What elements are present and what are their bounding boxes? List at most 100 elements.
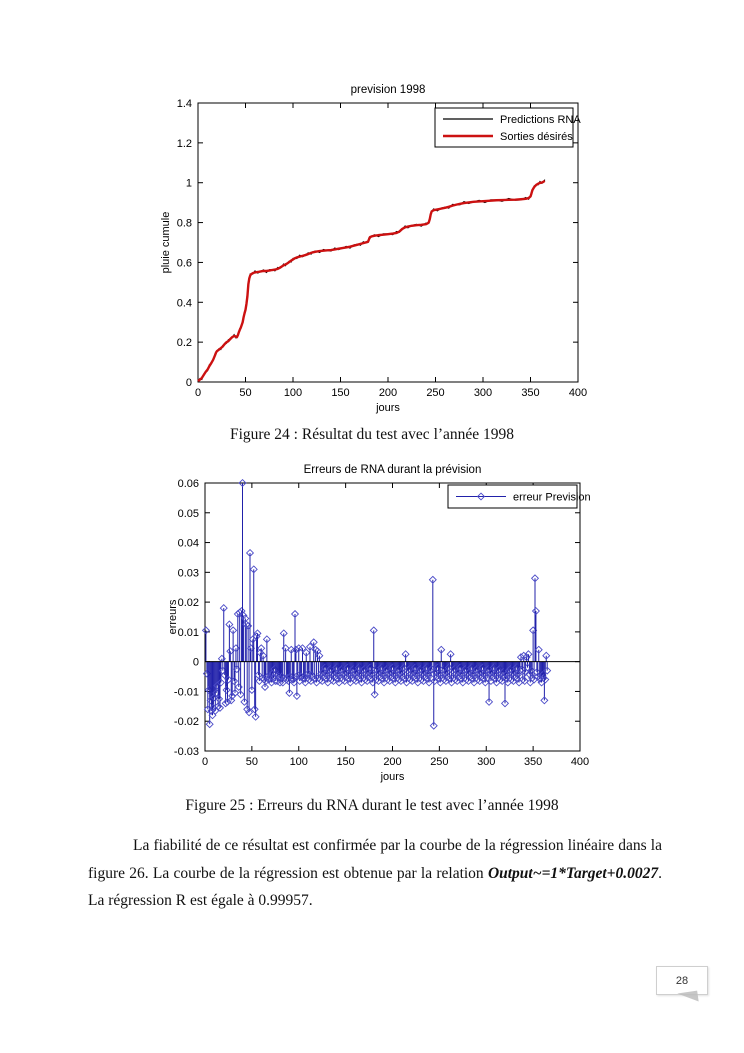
stem-marker-diamond — [230, 688, 240, 697]
c2-y-tick-label: 0 — [193, 657, 199, 669]
c2-x-tick-label: 400 — [571, 756, 589, 768]
stem-marker-diamond — [279, 629, 288, 638]
stem-marker-diamond — [527, 666, 536, 675]
stem-marker-diamond — [215, 694, 224, 703]
sorties-desires-line — [197, 179, 546, 382]
c2-y-tick-label: 0.02 — [178, 597, 199, 609]
stem-marker-diamond — [315, 651, 324, 660]
stem-marker-diamond — [223, 697, 232, 706]
stem-marker-diamond — [540, 696, 549, 705]
stem-marker-diamond — [247, 685, 256, 694]
c2-x-tick-label: 100 — [290, 756, 308, 768]
stem-marker-diamond — [289, 675, 298, 684]
stem-marker-diamond — [201, 626, 210, 635]
c1-y-tick-label: 0.4 — [177, 297, 192, 309]
stem-marker-diamond — [542, 651, 551, 660]
stem-marker-diamond — [294, 644, 303, 653]
stem-marker-diamond — [230, 676, 239, 686]
stem-marker-diamond — [300, 674, 309, 683]
c1-legend-label: Sorties désirés — [500, 131, 573, 143]
stem-marker-diamond — [262, 635, 271, 644]
c1-y-tick-label: 0 — [186, 377, 192, 389]
stem-marker-diamond — [534, 645, 543, 654]
stem-marker-diamond — [205, 720, 214, 729]
c1-x-tick-label: 50 — [239, 387, 251, 399]
stem-marker-diamond — [358, 666, 367, 675]
page-number-box: 28 — [656, 966, 708, 995]
c2-legend-label: erreur Prevision — [513, 492, 591, 504]
stem-marker-diamond — [302, 648, 311, 657]
body-paragraph: La fiabilité de ce résultat est confirmé… — [88, 832, 662, 915]
c1-legend: Predictions RNA Sorties désirés — [434, 107, 581, 148]
c1-legend-label: Predictions RNA — [500, 114, 581, 126]
figure-25-caption: Figure 25 : Erreurs du RNA durant le tes… — [185, 797, 559, 814]
c2-y-tick-label: 0.03 — [178, 567, 199, 579]
stem-marker-diamond — [216, 678, 225, 687]
stem-marker-diamond — [305, 642, 315, 651]
c2-y-tick-label: -0.01 — [174, 686, 199, 698]
stem-marker-diamond — [429, 721, 438, 730]
stem-marker-diamond — [446, 650, 455, 659]
stem-marker-diamond — [324, 666, 333, 675]
stem-marker-diamond — [493, 666, 502, 675]
stem-marker-diamond — [285, 688, 294, 697]
stem-marker-diamond — [240, 697, 249, 706]
stem-marker-diamond — [485, 697, 494, 706]
stem-marker-diamond — [236, 690, 245, 699]
stem-marker-diamond — [227, 696, 236, 705]
c2-x-tick-label: 150 — [336, 756, 354, 768]
stem-marker-diamond — [309, 638, 318, 647]
regression-formula: Output~=1*Target+0.0027 — [487, 864, 659, 882]
stem-marker-diamond — [335, 666, 345, 675]
stem-marker-diamond — [401, 650, 410, 659]
stem-marker-diamond — [260, 682, 270, 692]
c2-y-tick-label: -0.03 — [174, 746, 199, 758]
stem-marker-diamond — [370, 690, 379, 699]
stem-marker-diamond — [290, 609, 300, 619]
stem-marker-diamond — [425, 666, 435, 675]
stem-series — [201, 478, 552, 730]
c2-legend-box — [447, 484, 578, 509]
stem-marker-diamond — [482, 666, 491, 675]
stem-marker-diamond — [259, 651, 268, 660]
c1-y-axis-label: pluie cumule — [160, 212, 172, 274]
c1-y-tick-label: 1.2 — [177, 138, 192, 150]
stem-marker-diamond — [504, 666, 513, 675]
stem-marker-diamond — [444, 663, 453, 672]
stem-marker-diamond — [238, 478, 247, 488]
stem-marker-diamond — [524, 650, 533, 659]
stem-marker-diamond — [226, 647, 235, 656]
stem-marker-diamond — [414, 666, 423, 675]
stem-marker-diamond — [543, 666, 552, 675]
c1-x-tick-label: 0 — [195, 387, 201, 399]
c1-title: prevision 1998 — [351, 84, 426, 96]
stem-marker-diamond — [228, 691, 237, 700]
page-number: 28 — [675, 974, 689, 987]
c1-y-tick-label: 0.6 — [177, 257, 192, 269]
stem-marker-diamond — [448, 666, 457, 675]
erreurs-chart: 0 50 100 150 200 250 300 350 400 -0.03 -0.02 -0.01 0… — [167, 464, 591, 783]
stem-marker-diamond — [298, 644, 307, 653]
stem-marker-diamond — [516, 653, 525, 662]
prevision-chart: 0 50 100 150 200 250 300 350 400 0 0.2 0.4 0.6 0.8 1 1.… — [160, 84, 587, 414]
stem-marker-diamond — [253, 629, 262, 638]
stem-marker-diamond — [245, 708, 254, 717]
c1-x-tick-label: 350 — [521, 387, 539, 399]
c2-x-tick-label: 200 — [383, 756, 401, 768]
stem-marker-diamond — [250, 705, 259, 714]
c2-title: Erreurs de RNA durant la prévision — [304, 464, 482, 476]
stem-marker-diamond — [219, 604, 228, 613]
stem-marker-diamond — [532, 668, 541, 677]
c1-x-axis-label: jours — [375, 402, 400, 414]
c1-y-tick-label: 1.4 — [177, 98, 192, 110]
stem-marker-diamond — [399, 663, 408, 672]
stem-marker-diamond — [249, 565, 258, 574]
stem-marker-diamond — [215, 703, 225, 712]
stem-marker-diamond — [459, 666, 468, 675]
c2-legend-marker — [476, 492, 486, 501]
stem-marker-diamond — [239, 611, 248, 620]
stem-marker-diamond — [392, 666, 401, 675]
paragraph-text-2: . La régression R est égale à 0.99957. — [88, 864, 662, 910]
c1-legend-box — [434, 107, 574, 148]
stem-marker-diamond — [347, 666, 356, 675]
